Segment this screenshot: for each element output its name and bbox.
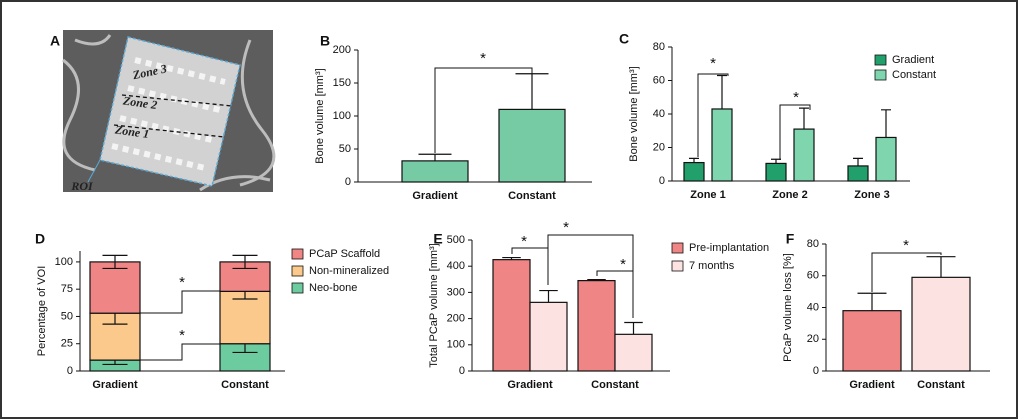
- y-tick-label: 100: [447, 339, 465, 351]
- y-axis-label: Bone volume [mm³]: [628, 66, 640, 161]
- significance-star: *: [710, 55, 716, 72]
- significance-star: *: [521, 233, 527, 250]
- y-axis-label: Percentage of VOI: [36, 266, 48, 357]
- y-tick-label: 20: [653, 141, 665, 153]
- bar: [493, 260, 530, 371]
- y-tick-label: 40: [653, 108, 665, 120]
- x-tick-label: Constant: [221, 379, 269, 391]
- significance-star: *: [480, 50, 486, 67]
- bar: [912, 277, 970, 371]
- image-annotation: ROI: [70, 179, 94, 193]
- panel-label: C: [619, 31, 629, 47]
- legend-label: Neo-bone: [309, 282, 357, 294]
- y-tick-label: 50: [61, 310, 73, 322]
- legend-swatch: [875, 70, 886, 80]
- y-tick-label: 60: [807, 270, 819, 282]
- y-axis-label: PCaP volume loss [%]: [782, 253, 794, 362]
- y-tick-label: 0: [459, 365, 465, 377]
- y-tick-label: 40: [807, 301, 819, 313]
- bar: [499, 109, 565, 182]
- x-tick-label: Constant: [917, 379, 965, 391]
- legend-label: PCaP Scaffold: [309, 248, 380, 260]
- significance-star: *: [179, 274, 185, 291]
- y-tick-label: 0: [67, 365, 73, 377]
- legend-label: Gradient: [892, 54, 934, 66]
- y-tick-label: 50: [339, 143, 351, 155]
- significance-star: *: [903, 237, 909, 254]
- y-tick-label: 0: [345, 176, 351, 188]
- x-tick-label: Zone 2: [772, 189, 807, 201]
- significance-star: *: [179, 327, 185, 344]
- bar: [794, 129, 814, 181]
- bar: [90, 262, 140, 313]
- x-tick-label: Constant: [591, 379, 639, 391]
- y-tick-label: 60: [653, 74, 665, 86]
- bar: [876, 137, 896, 181]
- legend-label: 7 months: [689, 260, 735, 272]
- bar: [766, 163, 786, 181]
- bar: [530, 302, 567, 371]
- bar: [843, 311, 901, 371]
- x-tick-label: Gradient: [507, 379, 553, 391]
- y-tick-label: 150: [333, 77, 351, 89]
- y-tick-label: 200: [447, 313, 465, 325]
- bar: [402, 161, 468, 182]
- y-tick-label: 25: [61, 338, 73, 350]
- legend-swatch: [672, 261, 683, 271]
- y-tick-label: 400: [447, 260, 465, 272]
- y-tick-label: 100: [55, 256, 73, 268]
- figure: AZone 3Zone 2Zone 1ROIB050100150200Bone …: [0, 0, 1019, 420]
- y-tick-label: 80: [807, 238, 819, 250]
- x-tick-label: Gradient: [92, 379, 138, 391]
- y-tick-label: 80: [653, 41, 665, 53]
- x-tick-label: Zone 1: [690, 189, 725, 201]
- x-tick-label: Gradient: [412, 190, 458, 202]
- bar: [615, 334, 652, 371]
- y-axis-label: Total PCaP volume [mm³]: [428, 243, 440, 368]
- panel-label: D: [35, 231, 45, 247]
- y-tick-label: 0: [813, 365, 819, 377]
- bar: [684, 163, 704, 181]
- significance-star: *: [620, 256, 626, 273]
- y-axis-label: Bone volume [mm³]: [314, 68, 326, 163]
- legend-swatch: [292, 283, 303, 293]
- y-tick-label: 500: [447, 234, 465, 246]
- legend-label: Pre-implantation: [689, 242, 769, 254]
- legend-swatch: [875, 55, 886, 65]
- legend-swatch: [292, 266, 303, 276]
- micro-ct-image: [63, 30, 274, 192]
- bar: [578, 281, 615, 371]
- significance-star: *: [793, 89, 799, 106]
- legend-swatch: [672, 243, 683, 253]
- y-tick-label: 300: [447, 286, 465, 298]
- legend-label: Constant: [892, 69, 936, 81]
- y-tick-label: 100: [333, 110, 351, 122]
- y-tick-label: 0: [659, 175, 665, 187]
- y-tick-label: 200: [333, 44, 351, 56]
- legend-label: Non-mineralized: [309, 265, 389, 277]
- legend-swatch: [292, 249, 303, 259]
- x-tick-label: Zone 3: [854, 189, 889, 201]
- bar: [712, 109, 732, 181]
- panel-label: F: [786, 231, 795, 247]
- x-tick-label: Constant: [508, 190, 556, 202]
- y-tick-label: 75: [61, 283, 73, 295]
- y-tick-label: 20: [807, 333, 819, 345]
- panel-label: B: [320, 33, 330, 49]
- bar: [848, 166, 868, 181]
- x-tick-label: Gradient: [849, 379, 895, 391]
- significance-star: *: [563, 219, 569, 236]
- panel-label: A: [50, 33, 60, 49]
